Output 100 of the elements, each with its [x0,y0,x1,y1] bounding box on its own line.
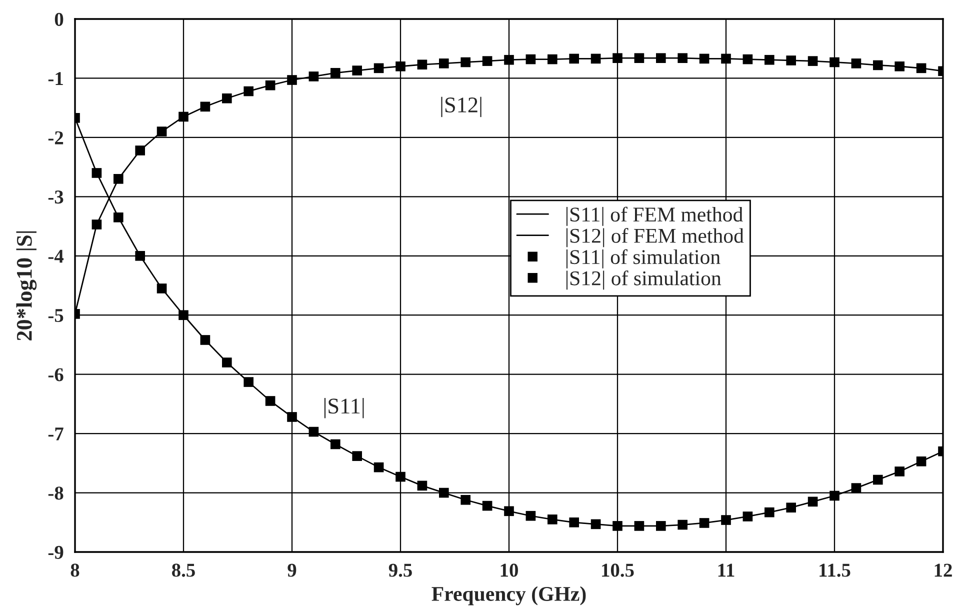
point [699,54,710,64]
point [352,451,362,461]
point [374,63,384,74]
point [417,480,428,491]
y-tick-label: -3 [48,190,64,204]
legend-label: |S12| of simulation [566,270,722,290]
point [504,506,514,516]
legend-label: |S11| of simulation [566,249,720,268]
point [851,483,862,493]
x-tick-label: 8 [70,564,80,577]
y-tick-label: -5 [48,309,64,322]
point [482,500,492,511]
y-tick-label: -8 [48,486,64,500]
point [916,456,926,466]
point [113,174,124,184]
point [504,54,514,65]
y-tick-label: -4 [48,250,64,263]
x-tick-label: 11.5 [820,564,850,577]
point [894,61,905,72]
point [244,86,254,96]
point [222,358,232,368]
point [851,58,862,68]
point [308,72,319,82]
point [656,521,666,531]
point [200,102,210,112]
point [612,53,622,63]
point [742,54,753,64]
point [547,514,558,524]
y-tick-label: -1 [48,72,63,85]
point [113,212,124,222]
point [612,521,622,531]
point [786,56,796,66]
legend-label: |S12| of FEM method [566,228,744,248]
y-tick-label: 0 [54,12,64,26]
point [135,250,146,261]
legend-label: |S11| of FEM method [566,206,743,226]
point [222,93,232,104]
point [872,60,883,70]
point [156,284,167,294]
x-tick-label: 9.5 [388,564,412,577]
point [872,474,883,485]
point [764,507,774,518]
point [808,56,818,66]
annotation: |S11| [324,398,364,418]
x-tick-label: 10 [500,564,518,577]
point [265,80,276,90]
point [178,112,188,122]
point [656,53,666,63]
point [721,515,731,525]
point [244,377,254,387]
x-tick-label: 9 [288,564,296,577]
annotation: |S12| [441,96,482,118]
point [678,53,688,63]
point [786,502,796,512]
point [634,521,644,531]
x-tick-label: 10.5 [602,564,634,577]
point [460,57,471,68]
point [526,510,536,521]
point [830,490,840,501]
point [352,66,362,76]
point [569,54,580,64]
point [135,146,146,156]
point [742,512,753,522]
point [482,56,492,66]
point [438,488,449,498]
point [721,54,731,64]
point [547,54,558,64]
point [460,494,471,505]
point [916,63,926,74]
y-axis-title: 20*log10 |S| [16,231,37,340]
point [526,54,536,64]
y-tick-label: -2 [48,131,64,144]
point [830,57,840,68]
point [569,517,580,528]
x-tick-label: 11 [718,564,734,577]
y-tick-label: -6 [48,368,64,382]
point [92,168,102,178]
point [808,496,818,507]
y-tick-label: -9 [48,546,64,559]
point [590,54,601,64]
point [156,126,167,136]
point [417,60,428,70]
point [678,520,688,530]
point [396,61,406,72]
point [330,439,340,450]
point [200,335,210,345]
point [374,462,384,472]
point [308,426,319,437]
point [590,519,601,530]
point [699,518,710,528]
y-tick-label: -7 [48,428,64,440]
x-tick-label: 8.5 [172,564,195,577]
point [396,472,406,482]
point [287,75,297,85]
point [92,220,102,230]
point [894,466,905,476]
x-tick-label: 12 [934,564,952,577]
point [265,396,276,406]
point [438,58,449,68]
point [330,68,340,78]
